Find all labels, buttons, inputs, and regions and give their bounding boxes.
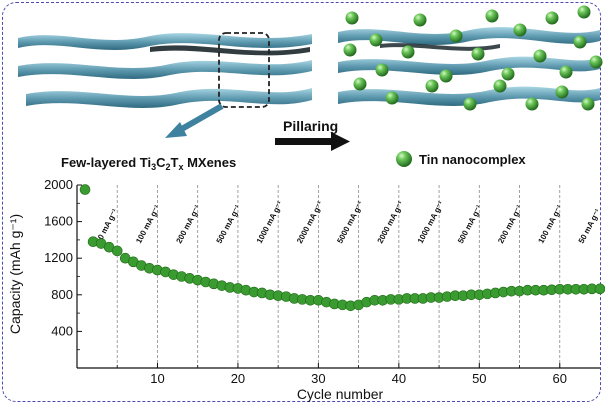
sheet-gap-shadow [380,43,500,51]
rate-label: 2000 mA g⁻¹ [295,199,325,245]
tin-sphere-icon [493,79,507,93]
tin-sphere-icon [413,13,427,27]
tin-sphere-icon [425,79,439,93]
data-point [594,283,605,295]
x-axis-label: Cycle number [297,386,384,402]
data-point [111,245,123,257]
rate-label: 500 mA g⁻¹ [215,203,243,245]
figure-frame [2,2,601,402]
mxene-sheet [338,27,600,45]
legend-sphere-icon [396,151,412,167]
tin-sphere-icon [369,33,383,47]
tin-sphere-icon [573,35,587,49]
x-tick-label: 20 [231,371,245,386]
y-tick-label: 1600 [44,214,73,229]
mxene-sheet [338,86,600,106]
cycle-dividers [116,185,561,368]
zoom-box [218,32,270,108]
tin-sphere-icon [375,63,389,77]
rate-label: 200 mA g⁻¹ [496,203,524,245]
legend-label: Tin nanocomplex [419,152,526,167]
tin-sphere-icon [345,11,359,25]
rate-label: 1000 mA g⁻¹ [416,199,446,245]
mxene-sheet [338,56,600,75]
rate-label: 1000 mA g⁻¹ [255,199,285,245]
tin-sphere-icon [525,97,539,111]
illustration: Few-layered Ti3C2Tx MXenes Pillaring Tin… [18,5,603,172]
rate-label: 100 mA g⁻¹ [536,203,564,245]
x-tick-label: 60 [553,371,567,386]
data-point [79,184,91,195]
left-caption: Few-layered Ti3C2Tx MXenes [61,155,236,172]
tin-sphere-icon [559,65,573,79]
zoom-arrowhead [165,122,187,138]
rate-label: 100 mA g⁻¹ [134,203,162,245]
pillaring-label: Pillaring [283,118,338,134]
tin-sphere-icon [463,97,477,111]
axes: 10 20 30 40 50 60 400 800 1200 1600 2000 [44,177,600,386]
tin-sphere-icon [401,45,415,59]
rate-label: 50 mA g⁻¹ [94,207,120,245]
tin-sphere-icon [385,91,399,105]
tin-sphere-icon [555,85,569,99]
pillaring-arrow [275,132,350,151]
left-mxene-stack [18,32,312,138]
data-points [79,184,605,312]
tin-sphere-icon [581,97,595,111]
tin-sphere-icon [577,5,591,19]
rate-labels: 50 mA g⁻¹ 100 mA g⁻¹ 200 mA g⁻¹ 500 mA g⁻¹ 1… [94,199,603,245]
tin-sphere-icon [353,77,367,91]
rate-label: 500 mA g⁻¹ [456,203,484,245]
y-tick-label: 800 [51,287,73,302]
mxene-sheet [26,88,312,108]
mxene-sheet [18,33,312,50]
tin-sphere-icon [513,23,527,37]
y-tick-label: 2000 [44,177,73,192]
tin-sphere-icon [533,49,547,63]
tin-sphere-icon [439,69,453,83]
tin-sphere-icon [449,29,463,43]
zoom-arrow [178,103,224,133]
rate-label: 50 mA g⁻¹ [577,207,603,245]
mxene-sheet [18,60,312,79]
x-tick-label: 40 [392,371,406,386]
sheet-gap-shadow [150,45,310,56]
tin-sphere-icon [501,67,515,81]
y-tick-label: 400 [51,323,73,338]
x-tick-label: 10 [150,371,164,386]
rate-label: 5000 mA g⁻¹ [335,199,365,245]
right-pillared-stack [338,5,603,111]
y-axis-label: Capacity (mAh g⁻¹) [7,214,23,334]
tin-sphere-icon [545,11,559,25]
x-tick-label: 30 [311,371,325,386]
tin-sphere-icon [589,55,603,69]
y-tick-label: 1200 [44,250,73,265]
tin-sphere-icon [471,47,485,61]
rate-label: 2000 mA g⁻¹ [376,199,406,245]
x-tick-label: 50 [472,371,486,386]
tin-spheres [343,5,603,111]
rate-label: 200 mA g⁻¹ [174,203,202,245]
tin-sphere-icon [343,43,357,57]
tin-sphere-icon [485,9,499,23]
